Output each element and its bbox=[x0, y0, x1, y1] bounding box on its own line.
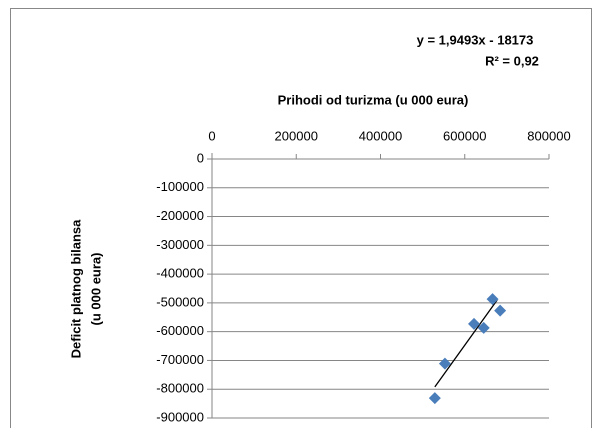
y-tick-label: -600000 bbox=[156, 323, 204, 338]
data-point bbox=[438, 357, 451, 370]
r-squared: R² = 0,92 bbox=[485, 53, 539, 68]
data-point bbox=[428, 392, 441, 405]
data-point bbox=[477, 321, 490, 334]
y-tick-label: -400000 bbox=[156, 266, 204, 281]
y-tick-label: 0 bbox=[197, 150, 204, 165]
y-tick-label: -500000 bbox=[156, 294, 204, 309]
y-tick-label: -800000 bbox=[156, 381, 204, 396]
y-tick-label: -700000 bbox=[156, 352, 204, 367]
y-tick-label: -100000 bbox=[156, 179, 204, 194]
x-tick-label: 200000 bbox=[275, 128, 318, 143]
y-tick-label: -900000 bbox=[156, 409, 204, 424]
y-axis-title-line: (u 000 eura) bbox=[88, 253, 103, 326]
y-axis-title: Deficit platnog bilansa (u 000 eura) bbox=[68, 219, 103, 358]
y-tick-label: -200000 bbox=[156, 208, 204, 223]
x-tick-label: 800000 bbox=[527, 128, 570, 143]
x-axis-title: Prihodi od turizma (u 000 eura) bbox=[278, 92, 469, 107]
x-tick-label: 400000 bbox=[359, 128, 402, 143]
x-tick-label: 0 bbox=[208, 128, 215, 143]
y-axis-title-line: Deficit platnog bilansa bbox=[68, 219, 83, 358]
x-tick-label: 600000 bbox=[443, 128, 486, 143]
chart-frame bbox=[10, 8, 592, 428]
trendline bbox=[434, 299, 498, 388]
y-tick-label: -300000 bbox=[156, 237, 204, 252]
data-point bbox=[486, 293, 499, 306]
data-point bbox=[468, 317, 481, 330]
data-point bbox=[494, 304, 507, 317]
equation: y = 1,9493x - 18173 bbox=[417, 32, 534, 47]
